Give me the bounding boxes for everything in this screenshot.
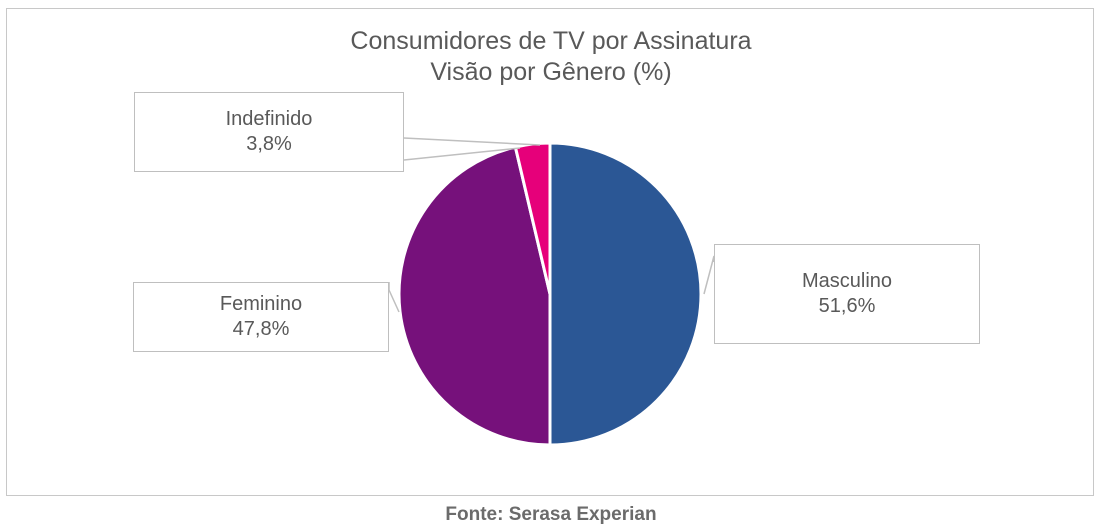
pie-slice-masculino [548, 141, 703, 447]
callout-masculino: Masculino 51,6% [714, 244, 980, 344]
slice-label-masculino: Masculino [801, 270, 893, 292]
leader-feminino [388, 282, 400, 313]
leader-indefinido-bottom [403, 147, 521, 161]
chart-subtitle: Visão por Gênero (%) [430, 58, 672, 86]
slice-value-masculino: 51,6% [818, 295, 876, 317]
slice-label-indefinido: Indefinido [225, 108, 313, 130]
slice-label-feminino: Feminino [219, 293, 303, 315]
slice-value-indefinido: 3,8% [246, 133, 292, 155]
pie-slice-feminino [397, 145, 552, 447]
leader-masculino [703, 255, 715, 295]
chart-title: Consumidores de TV por Assinatura [350, 27, 752, 55]
slice-value-feminino: 47,8% [232, 318, 290, 340]
callout-feminino: Feminino 47,8% [133, 282, 389, 352]
leader-indefinido-top [403, 137, 541, 146]
callout-indefinido: Indefinido 3,8% [134, 92, 404, 172]
source-note: Fonte: Serasa Experian [445, 504, 657, 525]
